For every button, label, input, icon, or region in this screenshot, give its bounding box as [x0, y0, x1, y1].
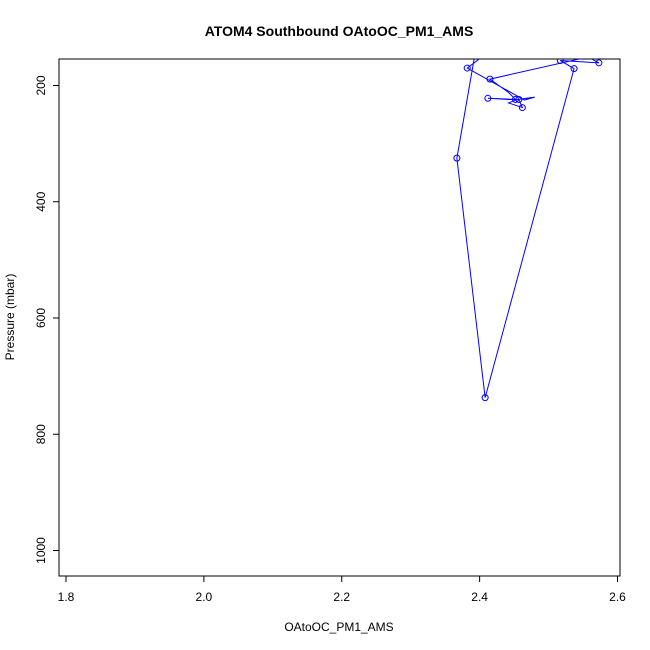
y-tick-label: 600 — [34, 308, 48, 328]
series-line — [456, 59, 600, 398]
series-layer — [453, 59, 603, 402]
x-tick-label: 1.8 — [58, 590, 75, 604]
y-tick-label: 200 — [34, 75, 48, 95]
plot-frame — [58, 58, 621, 577]
data-point — [511, 95, 519, 103]
x-axis: 1.8 2.0 2.2 2.4 2.6 — [58, 575, 626, 604]
data-point — [453, 154, 461, 162]
y-tick-label: 800 — [34, 424, 48, 444]
x-tick-label: 2.6 — [609, 590, 626, 604]
data-point — [515, 95, 523, 103]
data-point — [556, 59, 564, 65]
data-point — [486, 75, 494, 83]
y-axis: 200 400 600 800 1000 — [34, 75, 60, 564]
x-tick-label: 2.0 — [196, 590, 213, 604]
x-tick-label: 2.2 — [333, 590, 350, 604]
y-tick-label: 400 — [34, 191, 48, 211]
y-axis-label: Pressure (mbar) — [3, 274, 17, 361]
x-tick-label: 2.4 — [471, 590, 488, 604]
y-tick-label: 1000 — [34, 537, 48, 564]
data-point — [595, 59, 603, 67]
data-point — [570, 65, 578, 73]
chart-title: ATOM4 Southbound OAtoOC_PM1_AMS — [205, 23, 474, 39]
data-point — [481, 394, 489, 402]
data-point — [518, 104, 526, 112]
x-axis-label: OAtoOC_PM1_AMS — [284, 620, 393, 634]
data-point — [463, 64, 471, 72]
data-point — [484, 94, 492, 102]
